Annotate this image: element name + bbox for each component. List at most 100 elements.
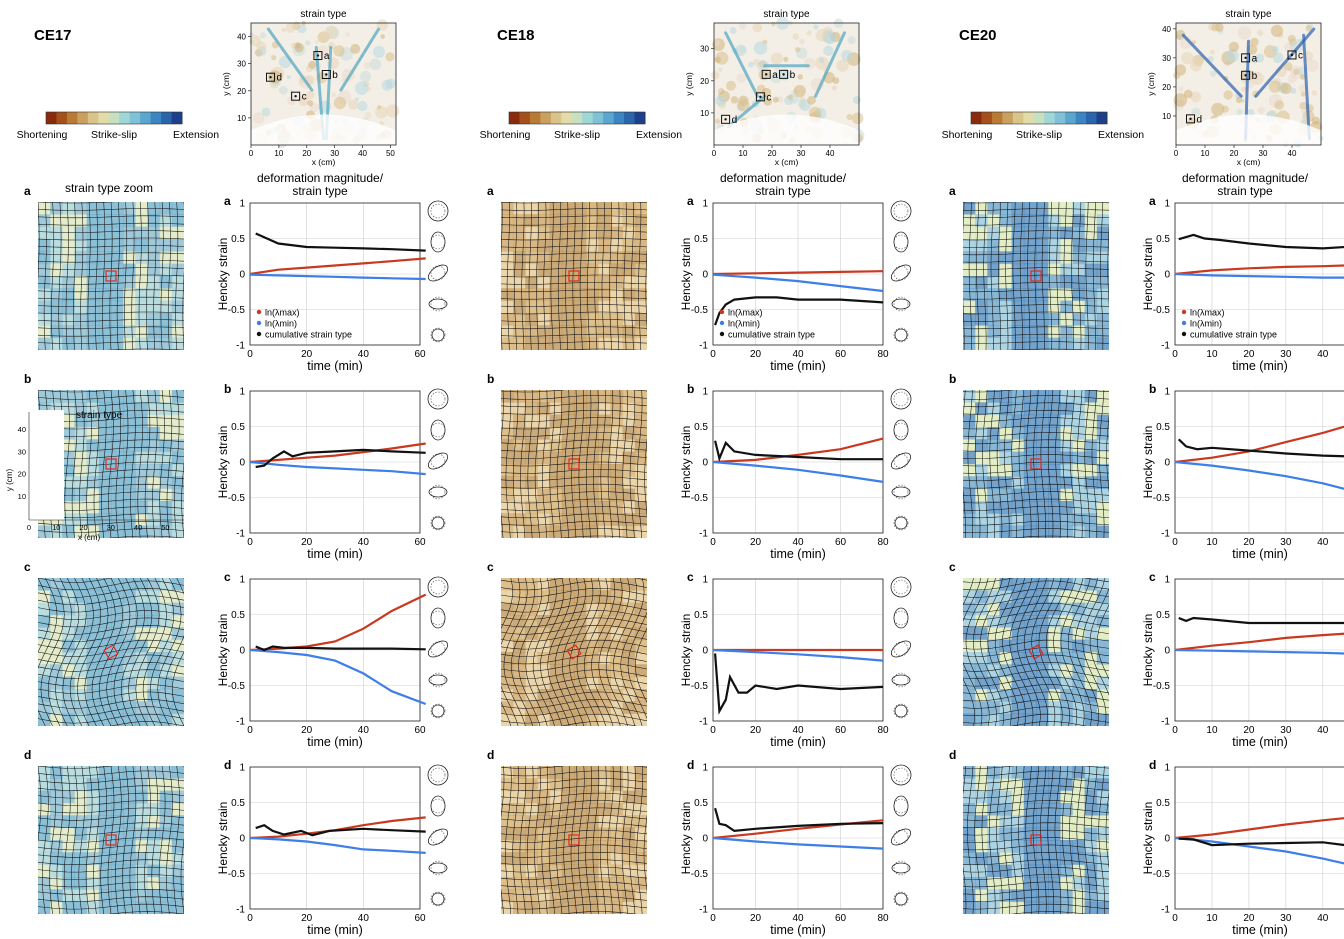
strain-ytick-label: 0 <box>239 458 245 469</box>
map-texture-dot <box>736 99 750 112</box>
zoom-grid-line <box>506 202 510 350</box>
strain-ytick-label: -0.5 <box>228 493 246 504</box>
map-marker-dot <box>1189 117 1192 121</box>
zoom-clip-group <box>38 766 184 914</box>
zoom-color-cell <box>622 300 636 314</box>
strain-ytick-label: -1 <box>699 341 708 352</box>
zoom-grid-line <box>38 807 184 814</box>
map-marker-label: b <box>1252 71 1258 82</box>
zoom-color-cell <box>525 664 538 678</box>
row-letter-zoom: d <box>24 748 31 762</box>
strain-ellipse-glyph <box>890 828 912 846</box>
colorbar-swatch <box>1065 112 1077 124</box>
zoom-grid-line <box>963 713 1109 724</box>
zoom-grid-line <box>1018 766 1025 914</box>
zoom-color-cell <box>74 263 88 277</box>
strain-xlabel: time (min) <box>770 923 826 937</box>
zoom-color-cell <box>549 263 563 277</box>
zoom-color-cell <box>574 803 587 816</box>
strain-ytick-label: -1 <box>1161 341 1170 352</box>
zoom-grid-line <box>77 578 102 726</box>
zoom-grid-line <box>130 390 136 538</box>
zoom-color-cell <box>525 864 538 878</box>
zoom-color-cell <box>1096 852 1109 866</box>
zoom-grid-line <box>963 588 1109 598</box>
zoom-grid-line <box>85 766 93 914</box>
zoom-grid-line <box>1092 202 1096 350</box>
zoom-grid-line <box>501 578 513 726</box>
map-texture-dot <box>369 58 382 70</box>
zoom-grid-line <box>38 259 184 263</box>
zoom-color-cell <box>987 689 1000 702</box>
zoom-color-cell <box>610 427 624 440</box>
zoom-color-cell <box>987 402 1000 416</box>
zoom-color-cell <box>975 578 988 591</box>
strain-xtick-label: 40 <box>1317 913 1329 924</box>
zoom-grid-line <box>605 578 630 726</box>
zoom-color-cell <box>1036 602 1049 616</box>
map-marker-box <box>755 92 765 102</box>
zoom-color-cell <box>622 901 636 914</box>
zoom-color-cell <box>622 202 636 215</box>
zoom-grid-line <box>501 202 647 204</box>
zoom-grid-line <box>963 202 1109 204</box>
strain-ellipse-glyph <box>430 607 446 629</box>
map-texture-dot <box>354 81 369 95</box>
zoom-grid-line <box>534 390 541 538</box>
zoom-color-cell <box>98 689 112 702</box>
strain-ytick-label: -1 <box>1161 717 1170 728</box>
zoom-color-cell <box>987 778 1000 792</box>
zoom-grid-line <box>116 202 120 350</box>
zoom-color-cell <box>586 864 599 878</box>
zoom-color-cell <box>549 827 563 841</box>
zoom-grid-line <box>1004 390 1010 538</box>
zoom-color-cell <box>111 390 124 403</box>
zoom-grid-line <box>549 390 555 538</box>
zoom-color-cell <box>1036 525 1049 538</box>
zoom-color-cell <box>135 501 148 514</box>
zoom-color-cell <box>513 263 526 277</box>
zoom-color-cell <box>501 701 514 715</box>
strain-xtick-label: 40 <box>1317 537 1329 548</box>
zoom-color-cell <box>1096 501 1109 514</box>
zoom-grid-line <box>976 202 980 350</box>
zoom-color-cell <box>1084 676 1098 690</box>
zoom-color-cell <box>123 689 136 702</box>
zoom-grid-line <box>501 282 647 285</box>
strain-ytick-label: 0 <box>702 834 708 845</box>
zoom-color-cell <box>634 427 647 440</box>
map-marker-dot <box>269 76 272 79</box>
zoom-color-cell <box>634 390 647 403</box>
colorbar-swatch <box>119 112 131 124</box>
strain-ellipse-glyph <box>890 200 912 222</box>
strain-xtick-label: 60 <box>414 349 426 360</box>
zoom-color-cell <box>634 414 647 428</box>
zoom-grid-line <box>501 215 647 219</box>
zoom-color-cell <box>1023 288 1037 302</box>
zoom-grid-line <box>963 669 1109 679</box>
map-texture-dot <box>772 96 779 103</box>
colorbar-swatch <box>509 112 520 124</box>
strain-ellipse-glyph <box>893 607 909 629</box>
series-cumulative-strain-type <box>255 448 426 469</box>
zoom-grid-line <box>47 578 72 726</box>
strain-xtick-label: 10 <box>1206 913 1218 924</box>
zoom-color-cell <box>50 202 63 215</box>
zoom-grid-line <box>101 390 107 538</box>
strain-ellipse-glyph <box>428 298 448 310</box>
zoom-color-cell <box>598 901 611 914</box>
zoom-color-cell <box>598 713 611 726</box>
zoom-grid-line <box>622 390 628 538</box>
zoom-color-cell <box>549 652 563 665</box>
zoom-color-cell <box>999 790 1013 804</box>
zoom-color-cell <box>159 766 173 779</box>
zoom-color-cell <box>987 701 1000 715</box>
zoom-color-cell <box>561 276 575 289</box>
zoom-color-cell <box>525 889 538 903</box>
zoom-grid-line <box>501 341 647 344</box>
zoom-grid-line <box>963 852 1109 858</box>
zoom-color-cell <box>537 476 551 490</box>
zoom-color-cell <box>622 664 636 678</box>
strain-ellipse-reference <box>430 672 446 688</box>
strain-ellipse-reference <box>893 234 909 250</box>
